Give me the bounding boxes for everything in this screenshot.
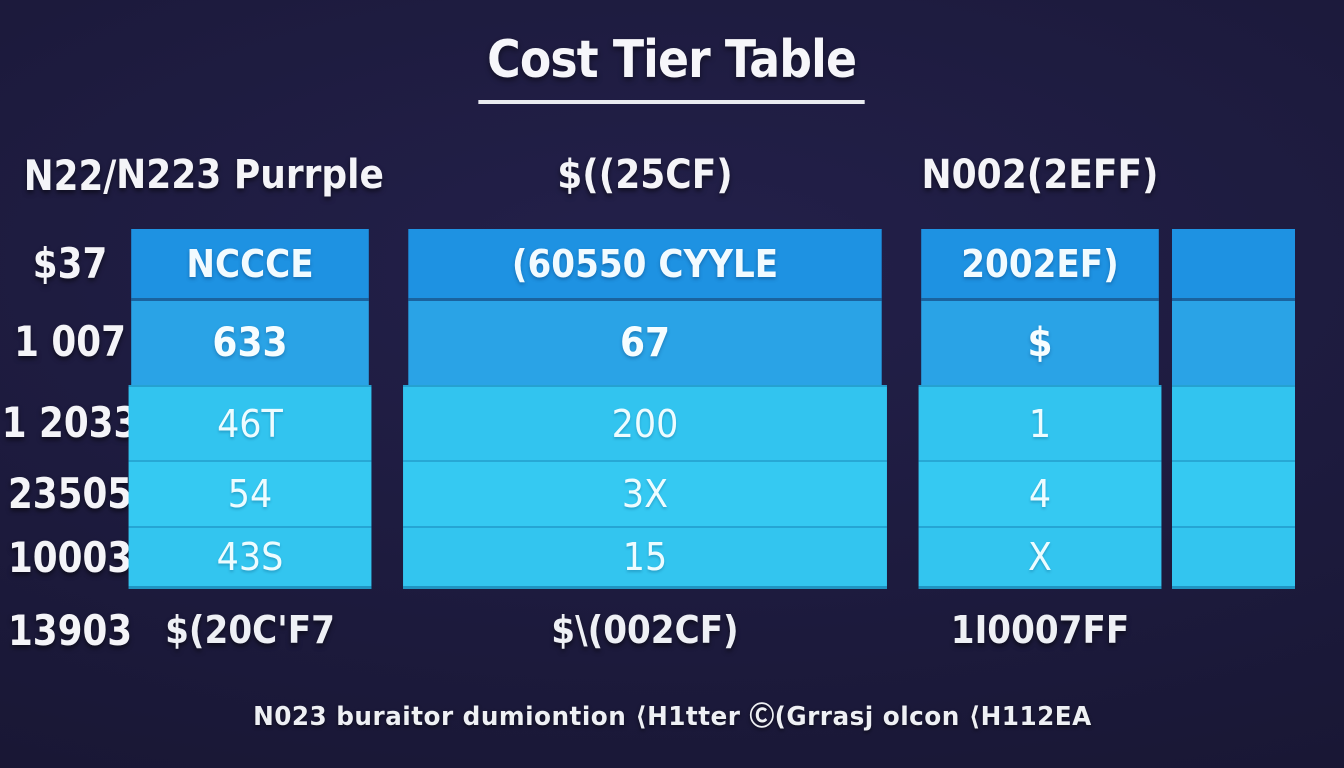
table-footer-row: 13903 $(20C'F7 $\(002CF) 1I0007FF	[0, 600, 1295, 660]
row-label: 23505	[7, 468, 133, 518]
table-cell: 43S	[128, 526, 372, 589]
row-label: 10003	[7, 533, 133, 582]
table-row: 1 007 633 67 $	[0, 298, 1295, 385]
table-cell: $	[921, 298, 1159, 385]
table-cell-filler	[1172, 298, 1295, 385]
table-row: 23505 54 3X 4	[0, 460, 1295, 526]
table-cell: 633	[131, 298, 369, 385]
table-cell: X	[918, 526, 1162, 589]
table-cell: 54	[128, 460, 372, 526]
column-header: N002(2EFF)	[921, 152, 1159, 198]
table-cell-filler	[1172, 229, 1295, 298]
row-label: 1 2033	[1, 398, 139, 447]
table-cell: $\(002CF)	[551, 608, 739, 652]
table-cell-filler	[1172, 385, 1295, 460]
table-row: 1 2033 46T 200 1	[0, 385, 1295, 460]
table-row: 10003 43S 15 X	[0, 526, 1295, 589]
table-cell: $(20C'F7	[165, 608, 335, 652]
caption-text: N023 buraitor dumiontion ⟨H1tter Ⓒ(Grras…	[252, 702, 1092, 732]
table-cell-filler	[1172, 526, 1295, 589]
table-header-row: N22/ N223 Purrple $((25CF) N002(2EFF)	[0, 140, 1295, 210]
header-filler	[1172, 140, 1295, 210]
row-label: $37	[32, 239, 108, 288]
table-cell: 15	[403, 526, 887, 589]
column-header: N22/	[23, 150, 117, 200]
column-header: $((25CF)	[557, 152, 733, 198]
row-label: 13903	[7, 605, 133, 655]
table-cell: 4	[918, 460, 1162, 526]
footer-filler	[1172, 600, 1295, 660]
page-title: Cost Tier Table	[478, 30, 866, 104]
table-cell-filler	[1172, 460, 1295, 526]
table-cell: 1	[918, 385, 1162, 460]
table-row-band: $37 NCCCE (60550 CYYLE 2002EF)	[0, 229, 1295, 298]
row-label: 1 007	[14, 317, 126, 366]
caption-block: N023 buraitor dumiontion ⟨H1tter Ⓒ(Grras…	[0, 696, 1344, 733]
table-cell: 1I0007FF	[950, 608, 1130, 652]
title-block: Cost Tier Table	[0, 30, 1344, 104]
table-cell: 200	[403, 385, 887, 460]
table-cell: 3X	[403, 460, 887, 526]
table-cell: 67	[408, 298, 882, 385]
table-cell: (60550 CYYLE	[408, 229, 882, 298]
table-cell: 2002EF)	[921, 229, 1159, 298]
column-header: N223 Purrple	[116, 152, 384, 198]
table-cell: 46T	[128, 385, 372, 460]
table-cell: NCCCE	[131, 229, 369, 298]
